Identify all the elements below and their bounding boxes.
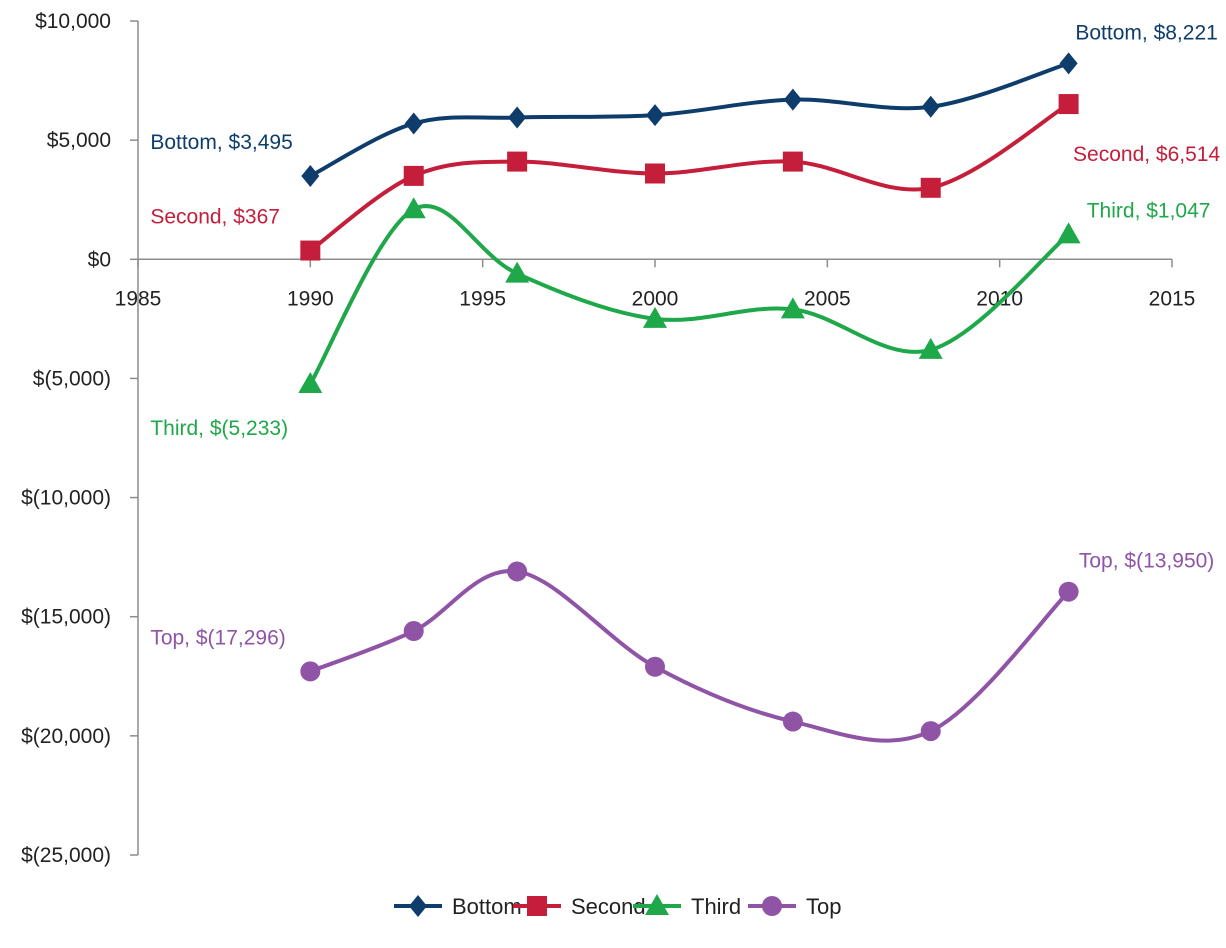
data-point-third-1993 bbox=[401, 197, 426, 219]
legend-item-third: Third bbox=[633, 894, 741, 919]
data-point-top-1993 bbox=[403, 621, 424, 642]
legend-label-top: Top bbox=[806, 894, 841, 919]
series-bottom bbox=[301, 52, 1078, 188]
data-label-second: Second, $6,514 bbox=[1073, 143, 1220, 166]
data-point-second-2004 bbox=[782, 151, 803, 172]
legend-item-top: Top bbox=[748, 894, 841, 919]
y-tick-label: $5,000 bbox=[47, 129, 111, 152]
data-label-top: Top, $(13,950) bbox=[1079, 550, 1214, 573]
data-point-top-1990 bbox=[300, 661, 321, 682]
data-label-bottom: Bottom, $3,495 bbox=[150, 131, 292, 154]
axes-group: $10,000 $5,000 $0 $(5,000) $(10,000) $(15,000… bbox=[21, 10, 1195, 867]
data-point-third-2008 bbox=[918, 337, 943, 359]
data-label-bottom: Bottom, $8,221 bbox=[1075, 21, 1217, 44]
data-point-bottom-1996 bbox=[508, 106, 527, 129]
y-tick-label: $(5,000) bbox=[33, 367, 111, 390]
x-tick-label: 1995 bbox=[459, 287, 506, 310]
x-tick-label: 2010 bbox=[976, 287, 1023, 310]
series-second bbox=[300, 94, 1079, 261]
data-point-bottom-2004 bbox=[783, 88, 802, 111]
y-tick-label: $10,000 bbox=[35, 10, 111, 33]
data-point-second-1990 bbox=[300, 240, 321, 261]
series-third bbox=[298, 197, 1081, 393]
data-point-second-2012 bbox=[1058, 94, 1079, 115]
data-point-top-2008 bbox=[920, 721, 941, 742]
series-group bbox=[298, 52, 1081, 743]
x-tick-label: 1985 bbox=[115, 287, 162, 310]
y-tick-label: $(25,000) bbox=[21, 844, 111, 867]
data-point-bottom-1990 bbox=[301, 165, 320, 188]
legend-label-third: Third bbox=[691, 894, 741, 919]
series-line-bottom bbox=[308, 61, 1071, 178]
series-line-top bbox=[308, 569, 1071, 743]
y-tick-label: $(10,000) bbox=[21, 487, 111, 510]
data-point-second-1993 bbox=[403, 165, 424, 186]
legend-label-bottom: Bottom bbox=[452, 894, 522, 919]
data-point-third-1996 bbox=[505, 261, 530, 283]
data-point-top-2000 bbox=[645, 656, 665, 677]
data-label-top: Top, $(17,296) bbox=[150, 626, 285, 649]
data-point-second-1996 bbox=[507, 151, 528, 172]
legend-marker-bottom bbox=[408, 895, 428, 917]
data-label-third: Third, $(5,233) bbox=[150, 417, 288, 440]
legend-item-bottom: Bottom bbox=[394, 894, 522, 919]
legend-marker-top bbox=[762, 896, 782, 916]
data-point-top-1996 bbox=[507, 561, 528, 582]
series-top bbox=[300, 561, 1079, 743]
y-tick-label: $(20,000) bbox=[21, 725, 111, 748]
x-tick-label: 2000 bbox=[632, 287, 679, 310]
data-point-third-2000 bbox=[643, 306, 667, 328]
data-point-bottom-2000 bbox=[645, 104, 665, 127]
y-tick-label: $0 bbox=[88, 248, 111, 271]
y-tick-label: $(15,000) bbox=[21, 606, 111, 629]
data-point-second-2008 bbox=[920, 177, 941, 198]
data-point-third-2004 bbox=[780, 297, 805, 319]
data-point-top-2004 bbox=[782, 711, 803, 732]
data-label-third: Third, $1,047 bbox=[1087, 199, 1211, 222]
data-point-second-2000 bbox=[645, 163, 665, 184]
series-line-third bbox=[308, 204, 1071, 386]
data-labels-group: Bottom, $3,495 Bottom, $8,221 Second, $367… bbox=[150, 21, 1220, 649]
data-point-bottom-2008 bbox=[921, 95, 940, 118]
data-point-bottom-1993 bbox=[404, 112, 423, 135]
data-point-third-2012 bbox=[1056, 222, 1081, 244]
x-tick-label: 2015 bbox=[1149, 287, 1196, 310]
data-point-top-2012 bbox=[1058, 581, 1079, 602]
x-tick-label: 2005 bbox=[804, 287, 851, 310]
data-label-second: Second, $367 bbox=[150, 206, 280, 229]
data-point-third-1990 bbox=[298, 371, 323, 393]
legend: Bottom Second Third Top bbox=[394, 894, 841, 919]
series-line-second bbox=[308, 102, 1071, 253]
x-tick-label: 1990 bbox=[287, 287, 334, 310]
legend-marker-third bbox=[645, 894, 669, 915]
data-point-bottom-2012 bbox=[1059, 52, 1078, 75]
legend-marker-second bbox=[527, 896, 547, 916]
legend-item-second: Second bbox=[513, 894, 646, 919]
